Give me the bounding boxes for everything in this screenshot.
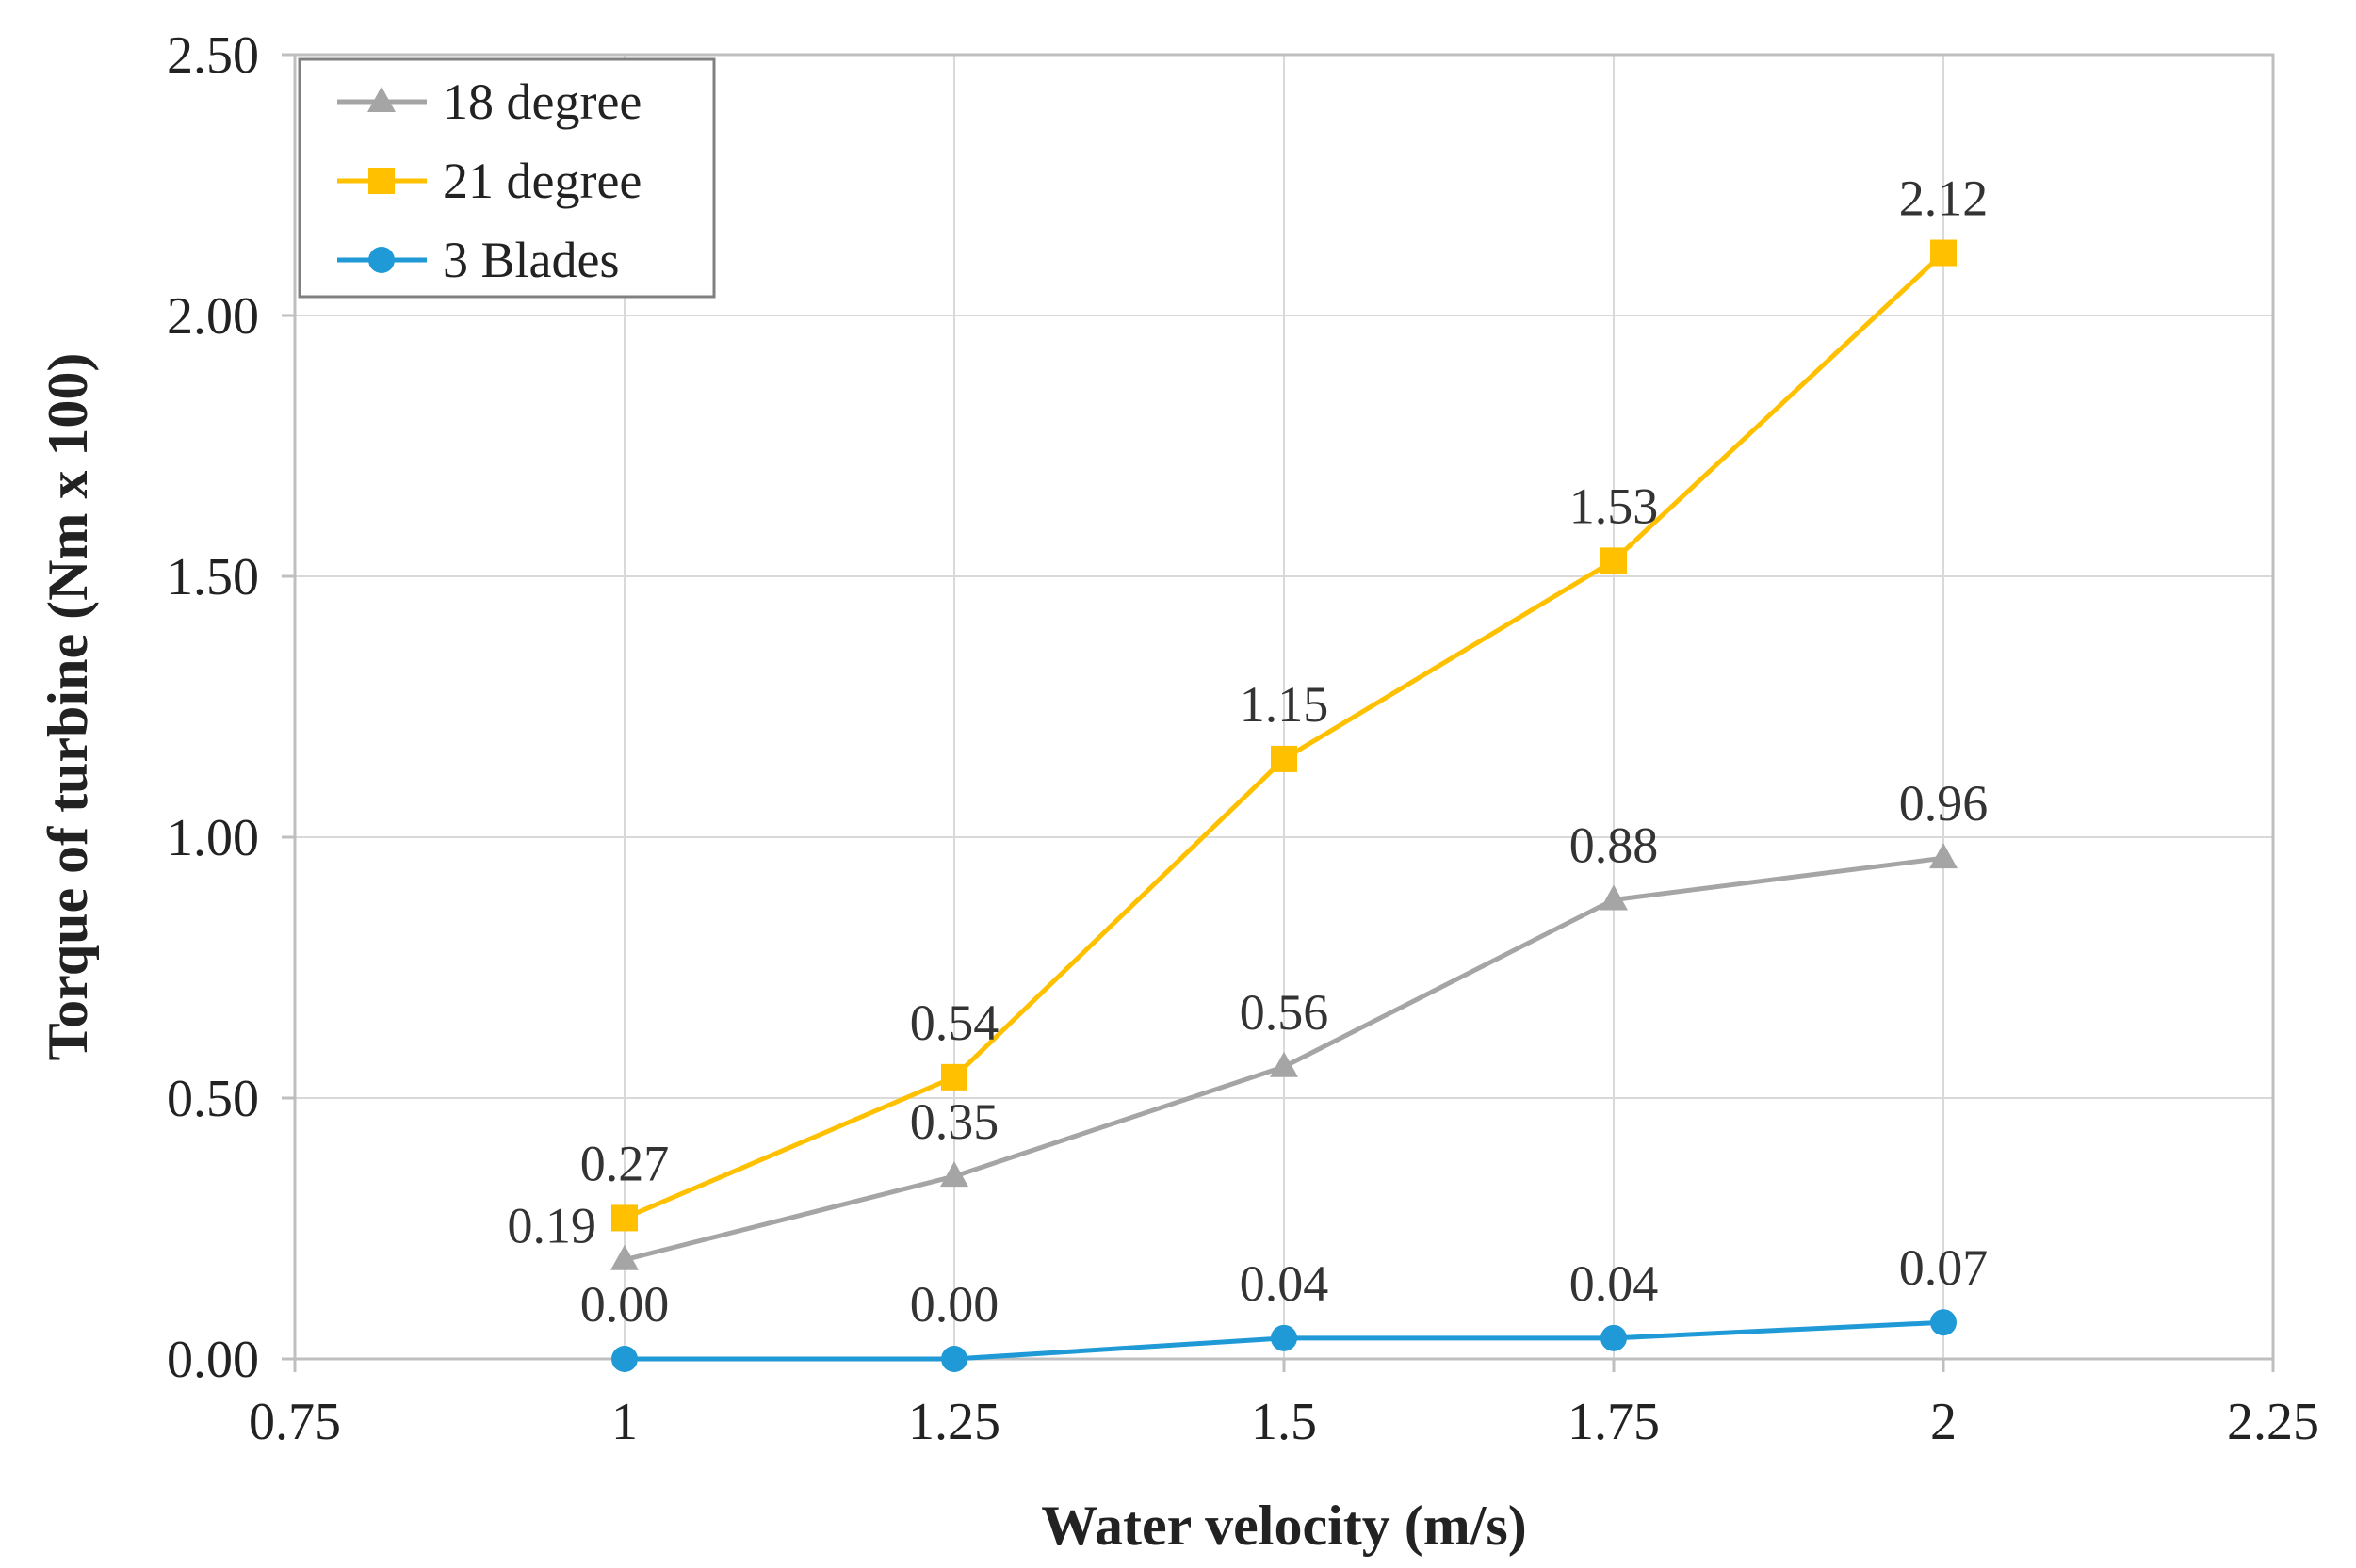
data-point-18-degree [940,1161,968,1188]
x-tick-label: 0.75 [249,1393,341,1451]
series [610,239,1958,1372]
y-tick-label: 0.50 [167,1070,259,1128]
y-tick-label: 1.50 [167,548,259,606]
y-axis-title: Torque of turbine (Nm x 100) [37,353,99,1061]
legend-marker [367,87,396,112]
data-label-18-degree: 0.56 [1240,984,1329,1041]
data-point-3-blades [1600,1324,1627,1351]
data-label-21-degree: 2.12 [1899,170,1989,227]
legend-label: 3 Blades [443,232,619,288]
data-labels: 0.19 0.35 0.56 0.88 0.96 0.27 0.54 1.15 1.53 2.12… [508,170,1989,1333]
data-point-18-degree [610,1244,639,1270]
legend: 18 degree 21 degree 3 Blades [298,57,716,299]
data-label-3-blades: 0.04 [1569,1255,1659,1312]
legend-label: 18 degree [443,73,642,130]
legend-item-18-degree: 18 degree [337,73,642,130]
legend-item-21-degree: 21 degree [337,153,642,209]
data-point-18-degree [1270,1051,1298,1077]
grid [295,55,2273,1359]
data-point-21-degree [611,1204,638,1232]
y-tick-label: 2.50 [167,26,259,85]
data-point-18-degree [1600,884,1628,911]
x-tick-label: 2 [1930,1393,1957,1451]
x-tick-label: 1 [611,1393,638,1451]
data-label-18-degree: 0.35 [910,1093,999,1150]
data-point-18-degree [1929,843,1958,869]
y-tick-label: 0.00 [167,1331,259,1389]
legend-label: 21 degree [443,153,642,209]
data-point-21-degree [1930,239,1957,267]
data-label-3-blades: 0.07 [1899,1239,1989,1296]
axis-ticks: 0.00 0.50 1.00 1.50 2.00 2.50 0.75 1 1.25 1.5 1.75… [167,26,2319,1451]
x-tick-label: 1.25 [908,1393,1000,1451]
y-tick-label: 2.00 [167,287,259,346]
x-tick-label: 2.25 [2227,1393,2319,1451]
data-label-21-degree: 1.53 [1569,477,1659,534]
legend-marker [368,247,395,273]
data-label-21-degree: 0.54 [910,994,999,1051]
data-point-3-blades [1271,1324,1297,1351]
data-label-3-blades: 0.00 [580,1276,670,1333]
x-tick-label: 1.5 [1251,1393,1317,1451]
data-point-3-blades [1930,1309,1957,1336]
data-point-21-degree [1271,745,1297,772]
series-3-blades [611,1309,1957,1372]
data-label-18-degree: 0.19 [508,1198,597,1254]
data-label-21-degree: 1.15 [1240,676,1329,733]
data-point-21-degree [941,1063,967,1091]
data-label-18-degree: 0.88 [1569,816,1659,873]
series-18-degree [610,843,1958,1270]
series-21-degree [611,239,1957,1232]
legend-marker [368,168,395,194]
x-tick-label: 1.75 [1568,1393,1660,1451]
data-label-21-degree: 0.27 [580,1135,670,1191]
data-label-18-degree: 0.96 [1899,775,1989,832]
legend-item-3-blades: 3 Blades [337,232,619,288]
data-point-3-blades [611,1346,638,1372]
y-tick-label: 1.00 [167,809,259,867]
data-point-3-blades [941,1346,967,1372]
data-label-3-blades: 0.00 [910,1276,999,1333]
data-point-21-degree [1600,547,1627,574]
x-axis-title: Water velocity (m/s) [1041,1495,1526,1557]
data-label-3-blades: 0.04 [1240,1255,1329,1312]
